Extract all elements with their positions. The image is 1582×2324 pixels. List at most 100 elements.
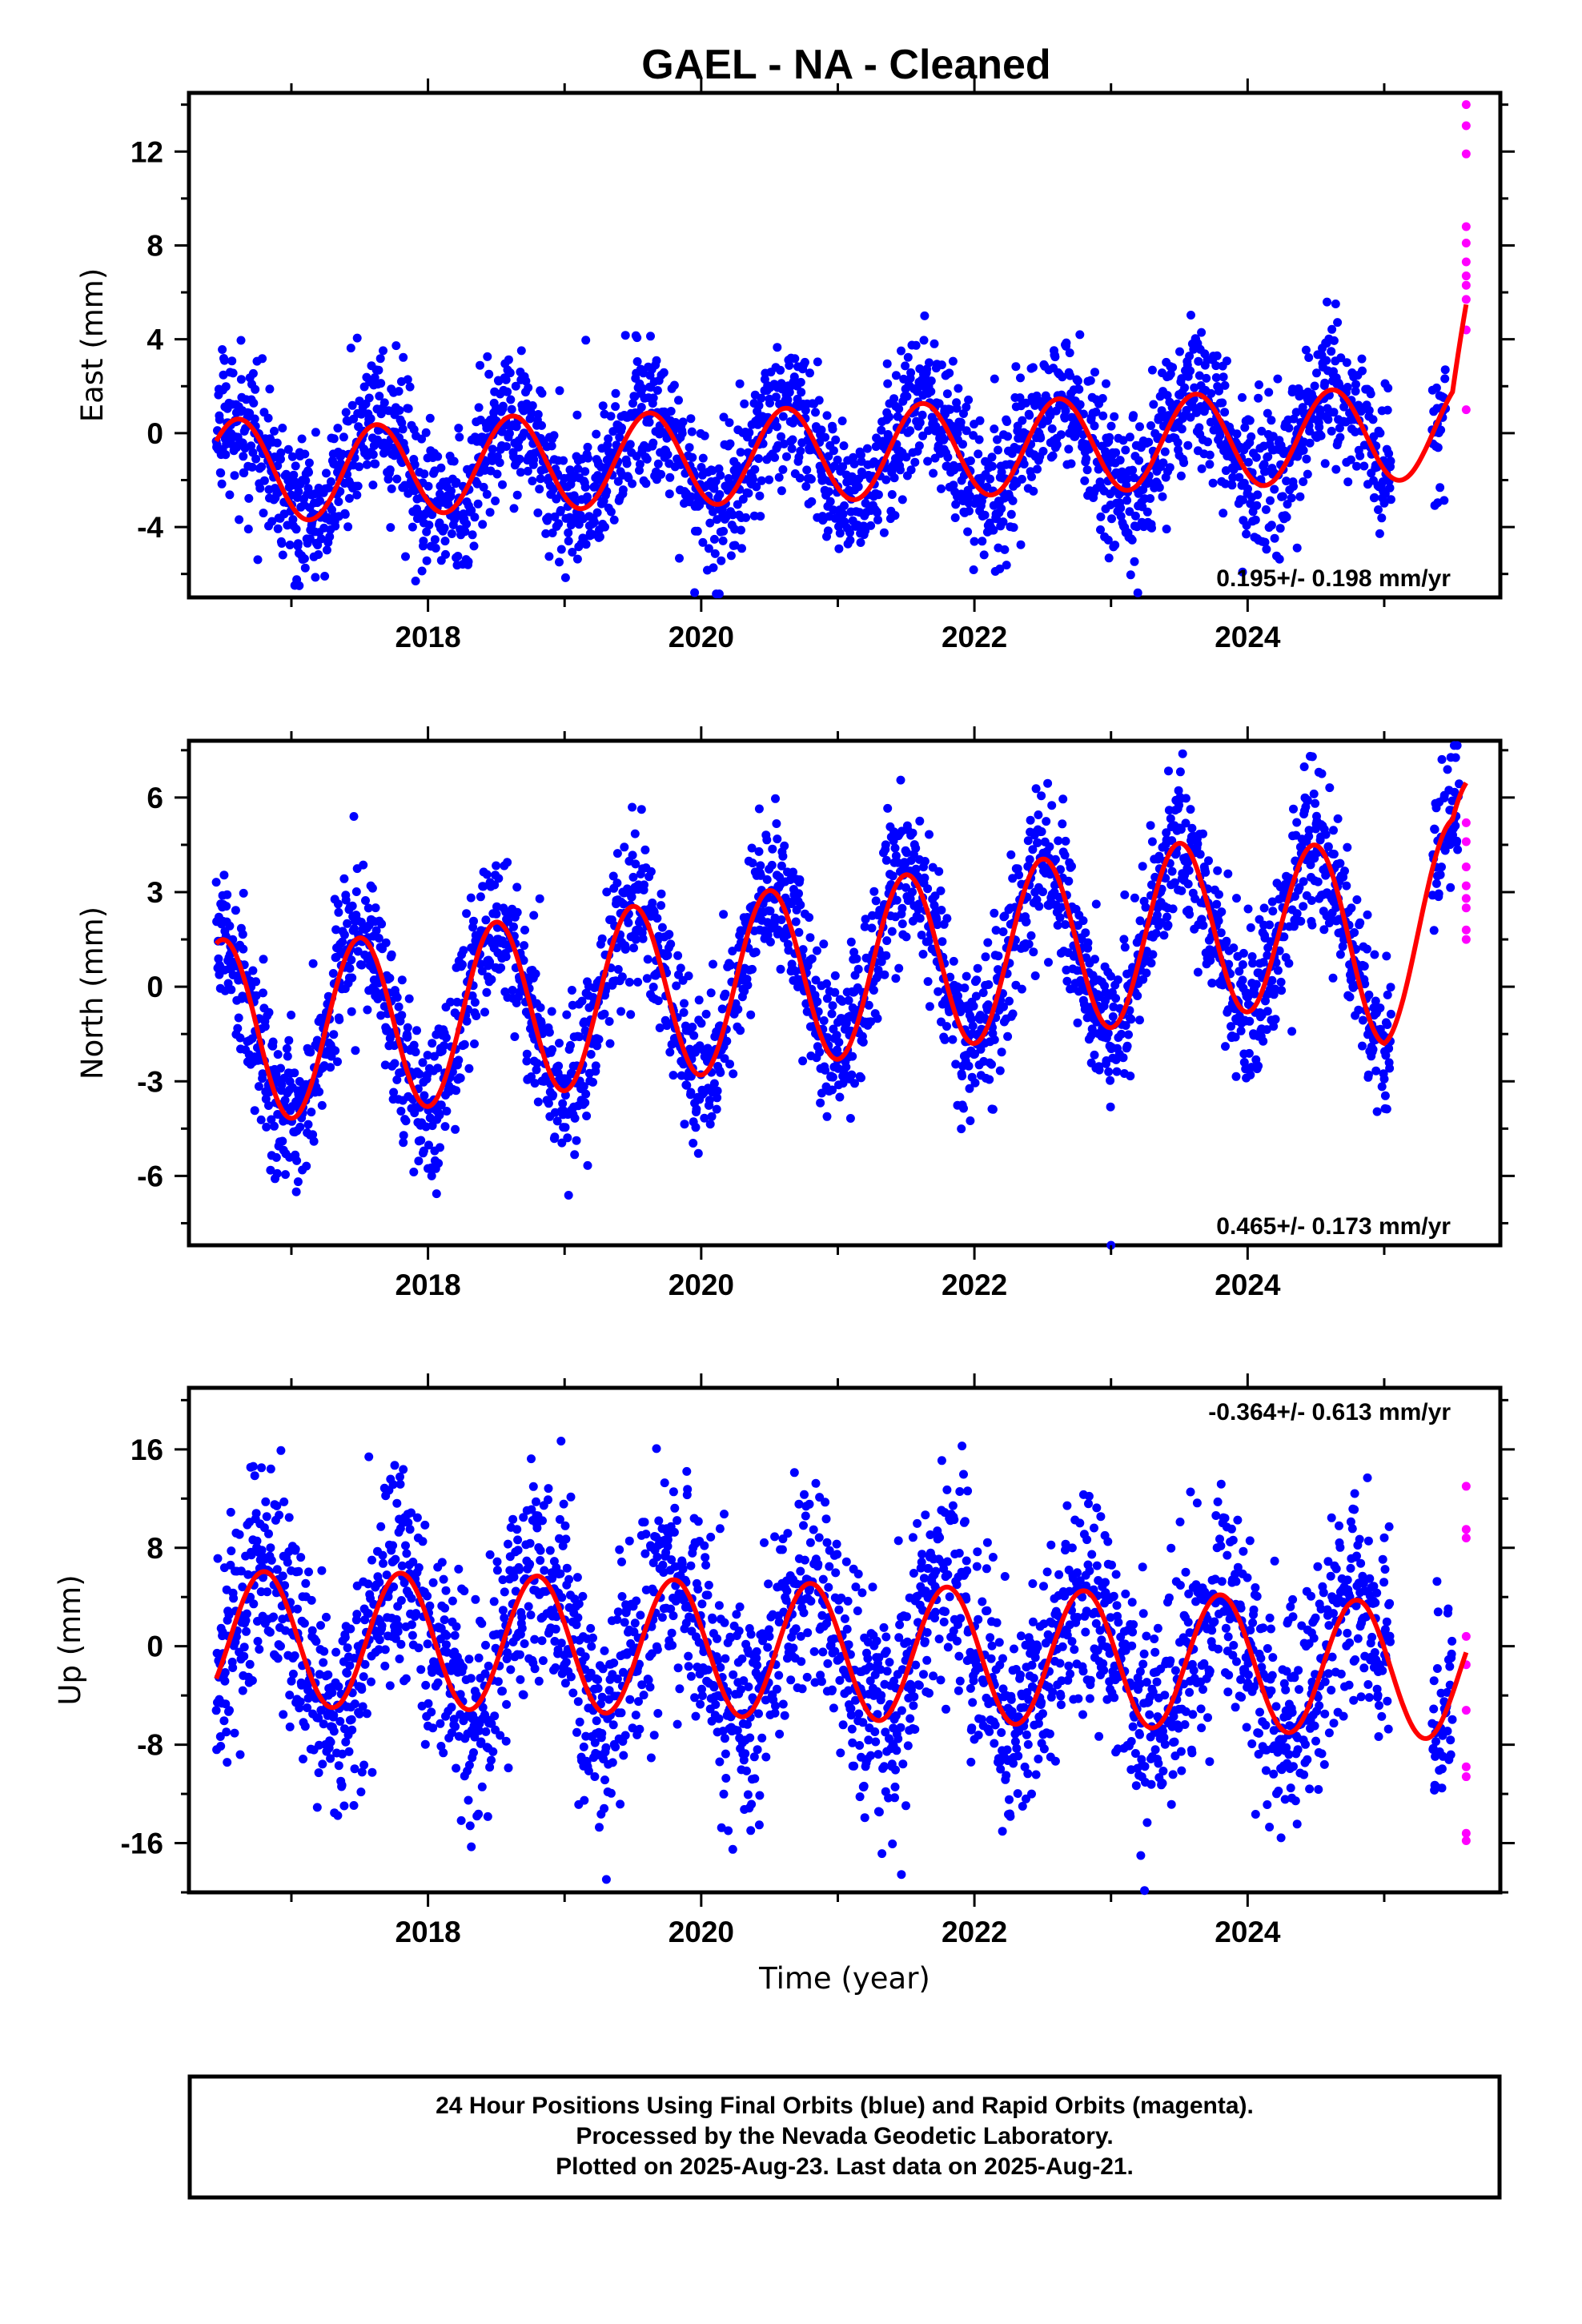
final-orbit-point — [512, 907, 522, 917]
final-orbit-point — [414, 1156, 424, 1166]
final-orbit-point — [492, 469, 502, 479]
final-orbit-point — [1236, 1026, 1246, 1035]
final-orbit-point — [584, 453, 592, 463]
final-orbit-point — [897, 903, 907, 913]
final-orbit-point — [1183, 440, 1193, 450]
final-orbit-point — [1292, 543, 1302, 553]
final-orbit-point — [693, 1148, 703, 1158]
final-orbit-point — [591, 1061, 600, 1071]
final-orbit-point — [1195, 850, 1205, 859]
final-orbit-point — [377, 919, 387, 929]
final-orbit-point — [1386, 456, 1395, 466]
final-orbit-point — [1335, 858, 1345, 868]
final-orbit-point — [1201, 867, 1211, 877]
final-orbit-point — [1031, 784, 1041, 794]
final-orbit-point — [754, 401, 764, 410]
final-orbit-point — [583, 442, 592, 452]
final-orbit-point — [225, 490, 235, 500]
final-orbit-point — [633, 977, 643, 987]
final-orbit-point — [788, 435, 797, 444]
final-orbit-point — [297, 434, 307, 444]
final-orbit-point — [375, 392, 384, 401]
final-orbit-point — [845, 536, 855, 545]
final-orbit-point — [624, 978, 634, 987]
final-orbit-point — [765, 475, 774, 485]
final-orbit-point — [1038, 447, 1048, 456]
final-orbit-point — [1146, 959, 1156, 968]
final-orbit-point — [1433, 443, 1443, 452]
final-orbit-point — [1165, 463, 1174, 472]
final-orbit-point — [1207, 388, 1216, 398]
final-orbit-point — [219, 870, 229, 880]
final-orbit-point — [814, 396, 824, 405]
final-orbit-point — [555, 386, 564, 396]
final-orbit-point — [230, 471, 239, 480]
final-orbit-point — [1120, 890, 1130, 899]
final-orbit-point — [1363, 944, 1371, 954]
final-orbit-point — [1255, 380, 1263, 389]
final-orbit-point — [422, 556, 432, 565]
final-orbit-point — [1251, 515, 1260, 525]
final-orbit-point — [1197, 464, 1207, 473]
final-orbit-point — [1243, 457, 1253, 467]
final-orbit-point — [1431, 383, 1441, 392]
final-orbit-point — [648, 438, 658, 448]
final-orbit-point — [469, 916, 478, 926]
final-orbit-point — [368, 480, 378, 490]
final-orbit-point — [641, 479, 651, 489]
final-orbit-point — [395, 406, 404, 415]
final-orbit-point — [569, 491, 579, 501]
final-orbit-point — [1177, 424, 1186, 434]
final-orbit-point — [425, 413, 435, 423]
rapid-orbit-point — [1461, 121, 1471, 131]
final-orbit-point — [897, 346, 905, 356]
final-orbit-point — [432, 1189, 441, 1199]
final-orbit-point — [640, 845, 650, 854]
final-orbit-point — [314, 550, 323, 559]
final-orbit-point — [881, 840, 890, 850]
final-orbit-point — [556, 505, 565, 515]
final-orbit-point — [523, 466, 532, 476]
final-orbit-point — [351, 1046, 360, 1055]
final-orbit-point — [1299, 477, 1308, 486]
final-orbit-point — [1133, 991, 1142, 1000]
final-orbit-point — [959, 1104, 968, 1113]
final-orbit-point — [352, 333, 362, 343]
final-orbit-point — [1138, 862, 1147, 871]
final-orbit-point — [334, 497, 343, 506]
final-orbit-point — [813, 997, 822, 1007]
final-orbit-point — [889, 473, 899, 483]
final-orbit-point — [501, 375, 511, 384]
final-orbit-point — [597, 934, 607, 943]
final-orbit-point — [1017, 474, 1026, 484]
final-orbit-point — [1000, 545, 1010, 554]
final-orbit-point — [1043, 778, 1053, 788]
x-tick-label: 2020 — [669, 621, 734, 653]
final-orbit-point — [652, 914, 662, 923]
final-orbit-point — [834, 1038, 844, 1047]
final-orbit-point — [459, 946, 468, 955]
final-orbit-point — [1333, 318, 1343, 328]
final-orbit-point — [602, 487, 612, 497]
final-orbit-point — [1177, 886, 1186, 895]
final-orbit-point — [285, 541, 295, 549]
final-orbit-point — [709, 959, 717, 969]
final-orbit-point — [1110, 412, 1119, 421]
final-orbit-point — [1244, 1048, 1254, 1058]
final-orbit-point — [807, 954, 817, 963]
final-orbit-point — [521, 376, 531, 386]
final-orbit-point — [231, 906, 240, 915]
final-orbit-point — [873, 515, 882, 525]
final-orbit-point — [1350, 928, 1359, 937]
final-orbit-point — [1287, 493, 1296, 503]
final-orbit-point — [555, 557, 564, 567]
final-orbit-point — [394, 1002, 404, 1011]
final-orbit-point — [464, 557, 473, 566]
final-orbit-point — [541, 529, 551, 538]
final-orbit-point — [270, 1121, 279, 1131]
final-orbit-point — [478, 520, 488, 529]
final-orbit-point — [456, 1073, 465, 1083]
final-orbit-point — [612, 440, 621, 450]
final-orbit-point — [628, 399, 637, 408]
final-orbit-point — [987, 452, 997, 462]
